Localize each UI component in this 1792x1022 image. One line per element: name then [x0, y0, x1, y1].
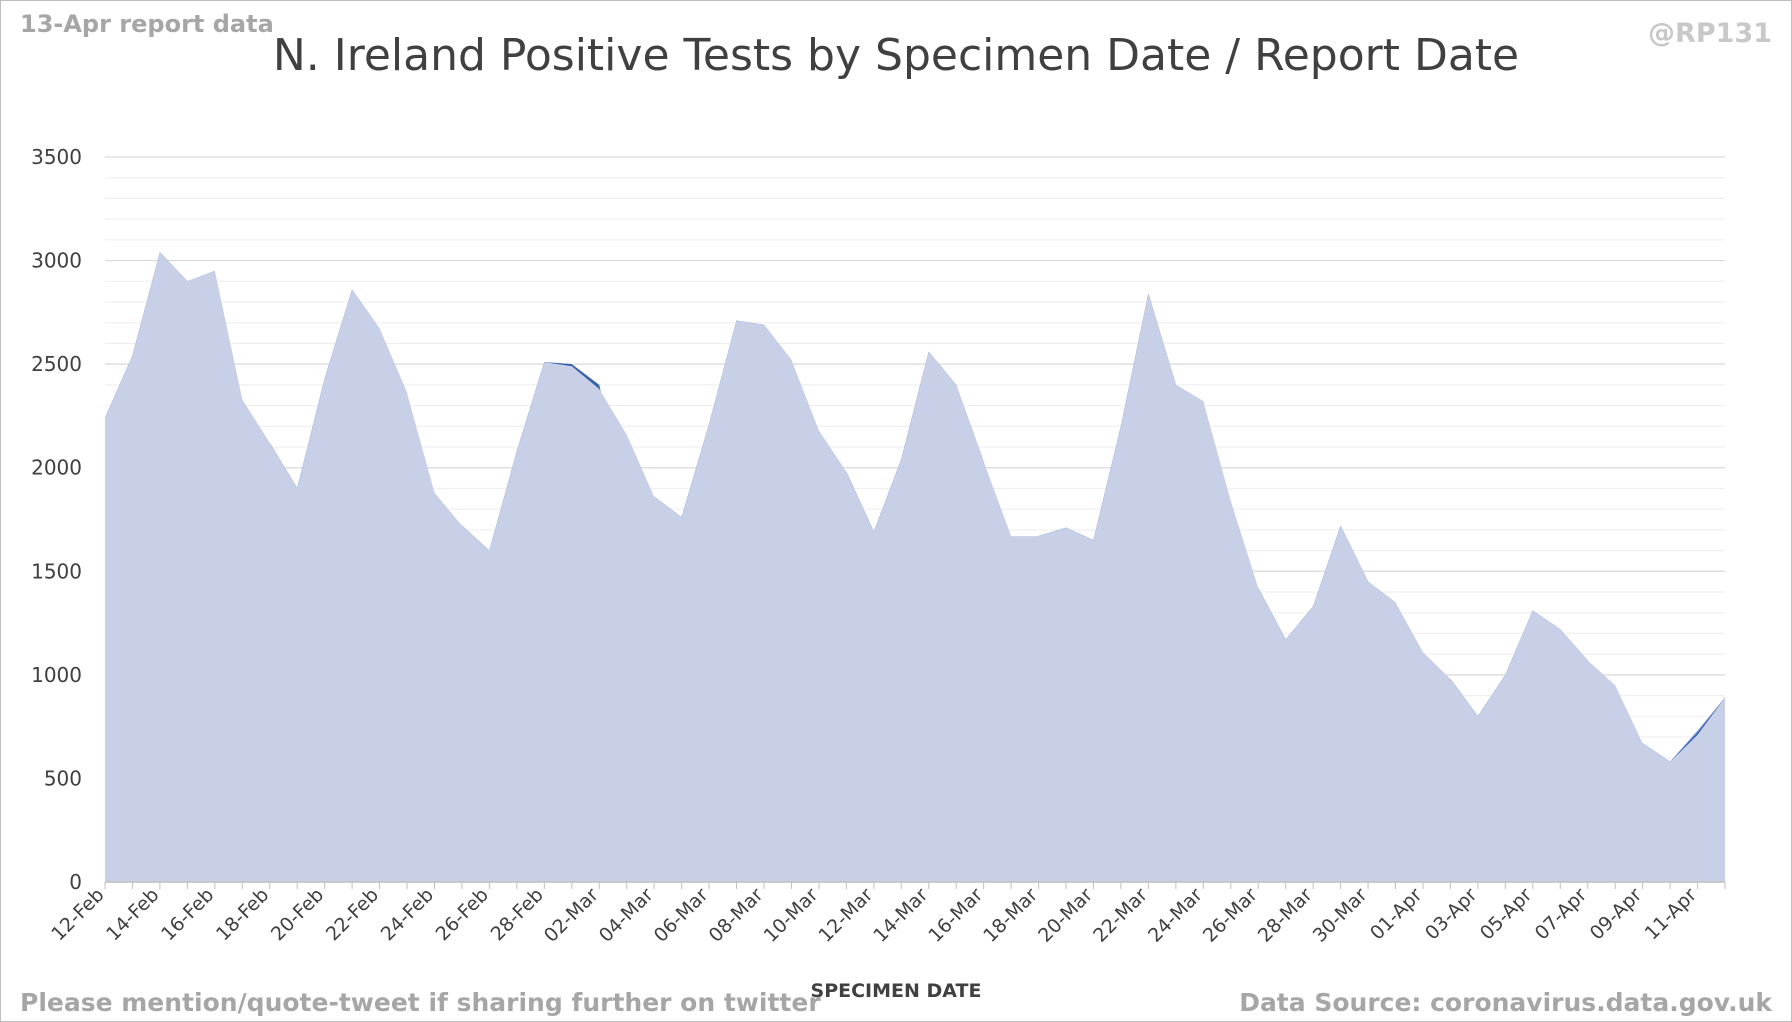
x-tick-label: 04-Mar	[595, 884, 658, 947]
report-date-label: 13-Apr report data	[20, 10, 274, 38]
x-tick-label: 14-Mar	[869, 884, 932, 947]
x-tick-label: 02-Mar	[540, 884, 603, 947]
x-tick-label: 16-Mar	[924, 884, 987, 947]
x-tick-label: 20-Mar	[1034, 884, 1097, 947]
data-source: Data Source: coronavirus.data.gov.uk	[1239, 988, 1772, 1017]
y-tick-label: 3000	[31, 249, 82, 273]
area-series-6	[105, 252, 1725, 883]
x-tick-label: 05-Apr	[1476, 884, 1537, 945]
x-tick-label: 22-Mar	[1089, 884, 1152, 947]
x-axis-title: SPECIMEN DATE	[810, 980, 982, 1002]
x-tick-label: 24-Feb	[377, 884, 438, 945]
x-axis: 12-Feb14-Feb16-Feb18-Feb20-Feb22-Feb24-F…	[47, 881, 1726, 947]
x-tick-label: 30-Mar	[1309, 884, 1372, 947]
x-tick-label: 11-Apr	[1641, 884, 1702, 945]
x-tick-label: 01-Apr	[1366, 884, 1427, 945]
x-tick-label: 09-Apr	[1586, 884, 1647, 945]
x-tick-label: 24-Mar	[1144, 884, 1207, 947]
x-tick-label: 10-Mar	[760, 884, 823, 947]
sharing-note: Please mention/quote-tweet if sharing fu…	[20, 988, 821, 1017]
author-handle: @RP131	[1648, 18, 1772, 49]
x-tick-label: 07-Apr	[1531, 884, 1592, 945]
x-tick-label: 26-Mar	[1199, 884, 1262, 947]
y-axis: 0 500 1000 1500 2000 2500 3000 3500	[31, 145, 82, 894]
x-tick-label: 28-Feb	[487, 884, 548, 945]
x-tick-label: 03-Apr	[1421, 884, 1482, 945]
y-tick-label: 3500	[31, 145, 82, 169]
x-tick-label: 14-Feb	[102, 884, 163, 945]
x-tick-label: 06-Mar	[650, 884, 713, 947]
x-tick-label: 26-Feb	[432, 884, 493, 945]
x-tick-label: 16-Feb	[157, 884, 218, 945]
x-tick-label: 18-Feb	[212, 884, 273, 945]
x-tick-label: 22-Feb	[322, 884, 383, 945]
x-tick-label: 28-Mar	[1254, 884, 1317, 947]
plot-area	[105, 252, 1725, 883]
y-tick-label: 2500	[31, 352, 82, 376]
y-tick-label: 2000	[31, 456, 82, 480]
x-tick-label: 18-Mar	[979, 884, 1042, 947]
x-tick-label: 20-Feb	[267, 884, 328, 945]
y-tick-label: 1000	[31, 663, 82, 687]
y-tick-label: 500	[44, 766, 82, 790]
chart-title: N. Ireland Positive Tests by Specimen Da…	[272, 30, 1520, 81]
x-tick-label: 12-Mar	[814, 884, 877, 947]
y-tick-label: 0	[69, 870, 82, 894]
y-tick-label: 1500	[31, 559, 82, 583]
x-tick-label: 08-Mar	[705, 884, 768, 947]
